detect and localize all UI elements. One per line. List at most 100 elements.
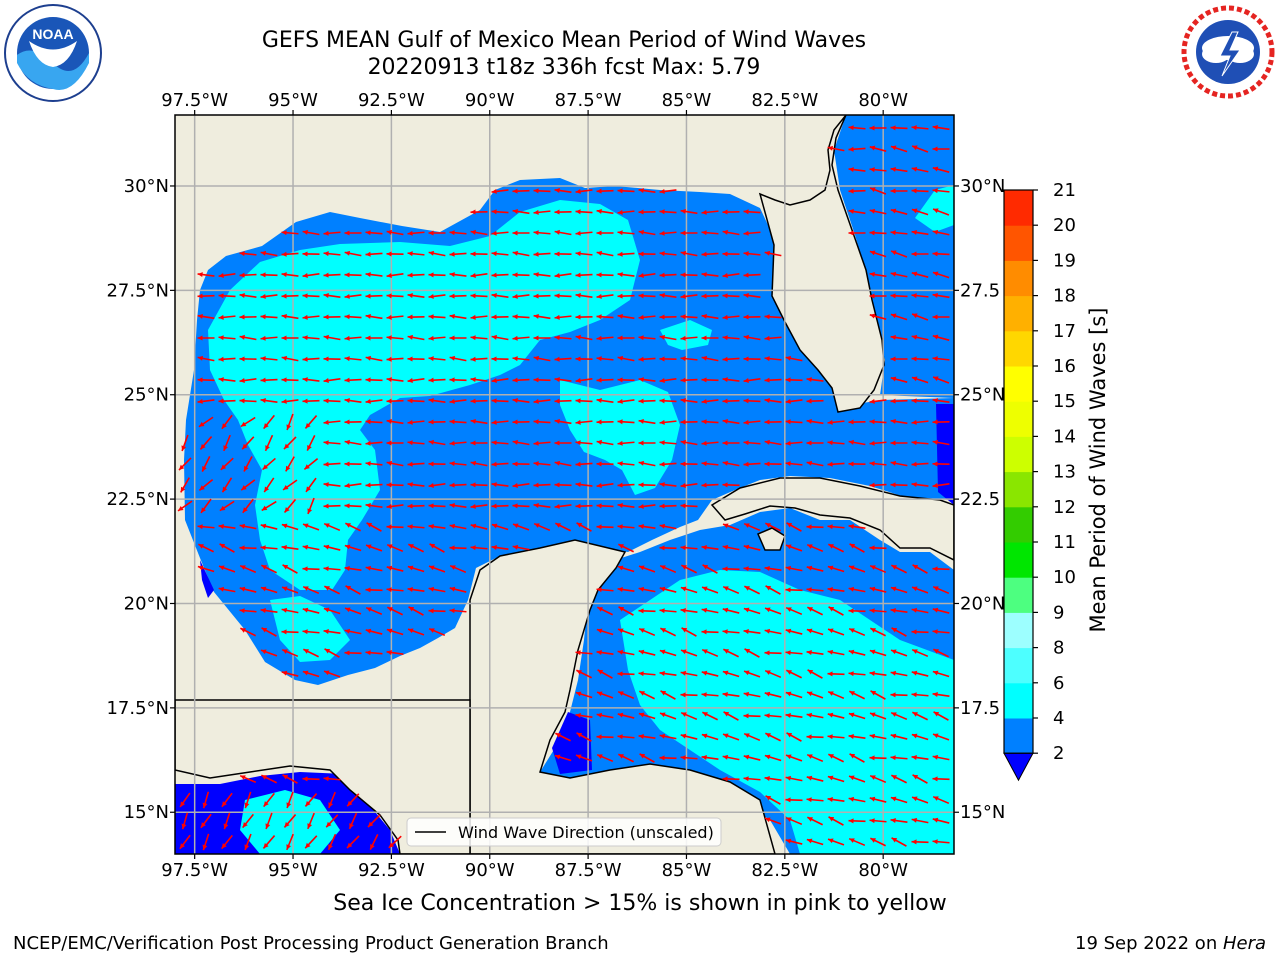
wave-direction-arrow [596, 439, 614, 446]
wave-direction-arrow [890, 166, 908, 173]
sea-ice-note: Sea Ice Concentration > 15% is shown in … [333, 891, 947, 916]
jamaica-island [757, 527, 786, 551]
wave-direction-arrow [722, 754, 740, 761]
wave-direction-arrow [470, 503, 488, 509]
wave-direction-arrow [218, 293, 236, 299]
wave-direction-arrow [890, 796, 908, 804]
wave-direction-arrow [281, 629, 299, 635]
wave-direction-arrow [239, 334, 257, 341]
wave-direction-arrow [575, 440, 593, 446]
wave-direction-arrow [242, 813, 254, 829]
wave-direction-arrow [533, 398, 551, 404]
wave-direction-arrow [638, 734, 656, 739]
wave-direction-arrow [533, 251, 551, 257]
wave-direction-arrow [870, 627, 886, 637]
lat-label-left: 30°N [124, 176, 169, 197]
wave-direction-arrow [533, 313, 551, 320]
wave-direction-arrow [197, 355, 215, 362]
wave-direction-arrow [365, 440, 383, 446]
wave-direction-arrow [701, 293, 719, 299]
wave-direction-arrow [554, 418, 572, 425]
wave-direction-arrow [932, 271, 950, 279]
wave-direction-arrow [890, 692, 908, 698]
wave-direction-arrow [261, 627, 277, 637]
wave-direction-arrow [681, 564, 697, 574]
wave-direction-arrow [470, 523, 488, 530]
wave-direction-arrow [221, 477, 233, 493]
wave-direction-arrow [243, 456, 253, 472]
wave-direction-arrow [659, 586, 677, 593]
wave-direction-arrow [470, 398, 488, 404]
wave-direction-arrow [743, 522, 761, 532]
wave-direction-arrow [302, 776, 320, 782]
wave-direction-arrow [869, 482, 887, 488]
wave-direction-arrow [306, 435, 316, 451]
wave-direction-arrow [911, 817, 929, 824]
wave-direction-arrow [869, 250, 887, 258]
wave-direction-arrow [806, 418, 824, 425]
wave-direction-arrow [890, 398, 908, 404]
wave-direction-arrow [470, 273, 488, 278]
wave-direction-arrow [638, 503, 656, 509]
wave-direction-arrow [911, 188, 929, 194]
wave-direction-arrow [701, 251, 719, 257]
wave-direction-arrow [932, 334, 950, 341]
colorbar-tick-label: 12 [1053, 497, 1076, 518]
colorbar-segment [1004, 682, 1033, 719]
wave-direction-arrow [932, 733, 950, 741]
wave-direction-arrow [470, 251, 488, 257]
wave-direction-arrow [239, 564, 257, 574]
wave-direction-arrow [827, 440, 845, 446]
wave-direction-arrow [617, 734, 635, 740]
wave-direction-arrow [869, 145, 887, 152]
wave-direction-arrow [722, 544, 740, 551]
wave-direction-arrow [554, 188, 572, 193]
wave-direction-arrow [202, 791, 210, 809]
wave-direction-arrow [491, 461, 509, 467]
wave-direction-arrow [470, 440, 488, 446]
wave-direction-arrow [470, 418, 488, 425]
wave-direction-arrow [407, 356, 425, 362]
wave-direction-arrow [285, 456, 295, 472]
wave-direction-arrow [764, 250, 782, 257]
wave-direction-arrow [240, 416, 256, 428]
wave-direction-arrow [344, 398, 362, 403]
noaa-logo-text: NOAA [32, 26, 73, 42]
wave-direction-arrow [449, 586, 467, 593]
wave-direction-arrow [890, 586, 908, 594]
wave-direction-arrow [596, 335, 614, 341]
wave-direction-arrow [239, 523, 257, 530]
wave-direction-arrow [911, 440, 929, 446]
wave-direction-arrow [491, 378, 509, 383]
wave-direction-arrow [576, 669, 592, 679]
wave-direction-arrow [870, 837, 886, 847]
colorbar-segment [1004, 260, 1033, 297]
lat-label-left: 25°N [124, 385, 169, 406]
wave-direction-arrow [344, 419, 362, 425]
colorbar-segment [1004, 471, 1033, 508]
wave-direction-arrow [575, 713, 593, 718]
wave-direction-arrow [638, 460, 656, 467]
wave-direction-arrow [785, 355, 803, 362]
wave-direction-arrow [575, 272, 593, 278]
wave-direction-arrow [827, 587, 845, 592]
wave-direction-arrow [323, 503, 341, 509]
wave-direction-arrow [806, 628, 824, 636]
wave-direction-arrow [639, 753, 655, 763]
colorbar-tick-label: 21 [1053, 180, 1076, 201]
wave-direction-arrow [827, 797, 845, 802]
wave-direction-arrow [470, 482, 488, 488]
wave-direction-arrow [638, 314, 656, 320]
wave-direction-arrow [869, 586, 887, 593]
wave-direction-arrow [596, 712, 614, 719]
wave-direction-arrow [261, 774, 277, 784]
wave-direction-arrow [744, 585, 760, 595]
wave-direction-arrow [638, 398, 656, 404]
wave-direction-arrow [765, 795, 781, 805]
wave-direction-arrow [722, 209, 740, 215]
wave-direction-arrow [869, 733, 887, 740]
wave-direction-arrow [680, 586, 698, 594]
wave-direction-arrow [765, 732, 781, 742]
wave-direction-arrow [911, 271, 929, 278]
wave-direction-arrow [302, 377, 320, 383]
